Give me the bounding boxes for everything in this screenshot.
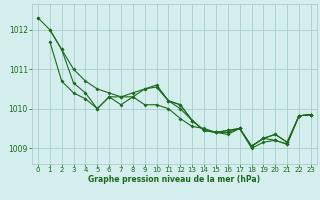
X-axis label: Graphe pression niveau de la mer (hPa): Graphe pression niveau de la mer (hPa) (88, 175, 260, 184)
